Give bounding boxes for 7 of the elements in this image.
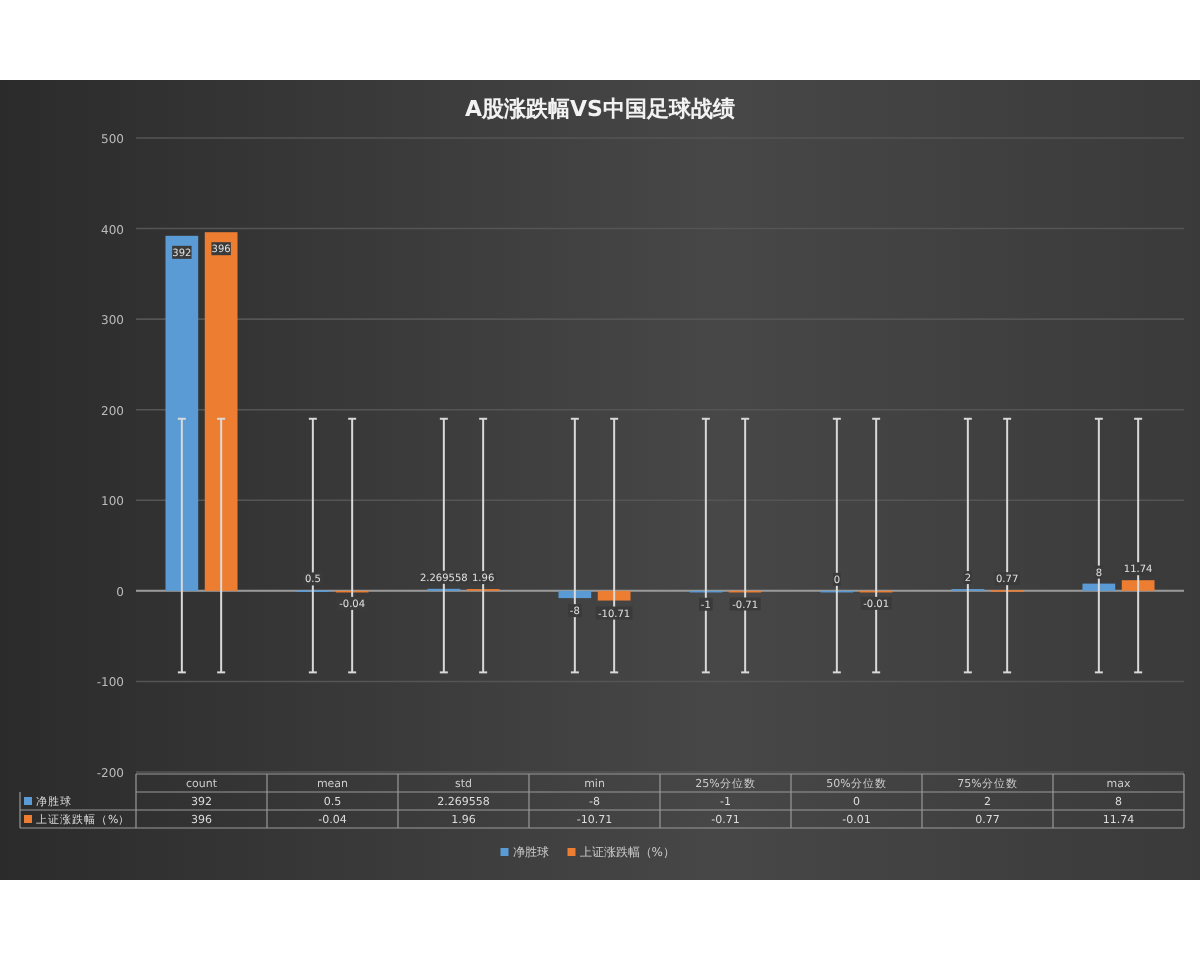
bar bbox=[1121, 580, 1155, 591]
bar bbox=[558, 590, 592, 599]
bar bbox=[1082, 583, 1116, 591]
bar bbox=[204, 232, 238, 591]
bar bbox=[597, 590, 631, 601]
bar bbox=[165, 235, 199, 591]
chart-title: A股涨跌幅VS中国足球战绩 bbox=[465, 96, 735, 122]
